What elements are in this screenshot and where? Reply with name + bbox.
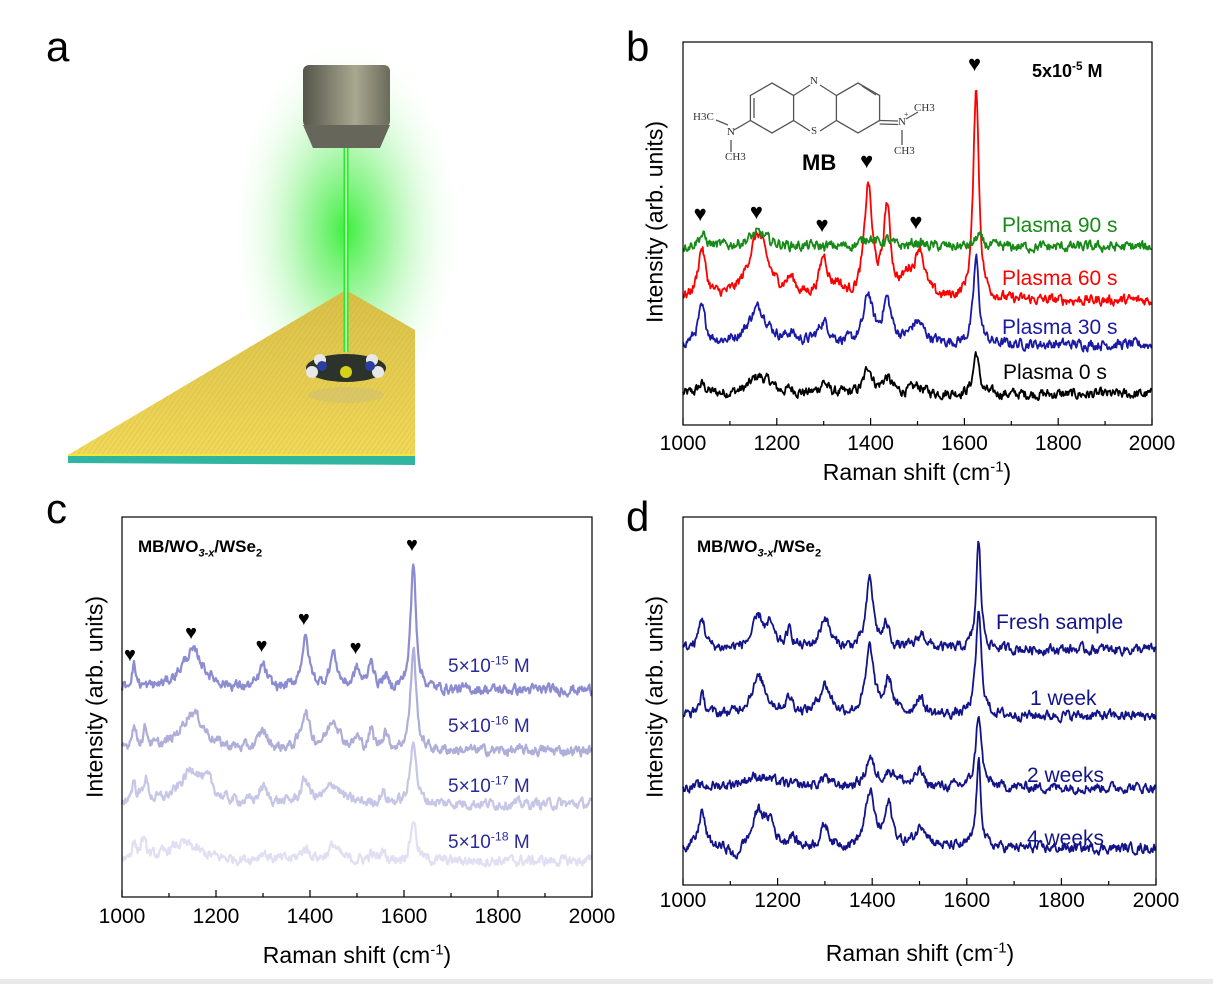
x-tick-label: 1400 <box>848 889 896 912</box>
peak-marker-heart-icon: ♥ <box>297 608 310 631</box>
x-tick-label: 1400 <box>286 905 334 928</box>
x-tick-label: 1000 <box>659 889 707 912</box>
series-label-5e-16: 5×10-16 M <box>448 713 530 737</box>
molecule-name: MB <box>802 150 837 175</box>
x-tick-label: 1000 <box>659 432 707 455</box>
panel-letter-c: c <box>46 485 67 532</box>
x-axis-label-d: Raman shift (cm-1) <box>825 939 1015 966</box>
series-label-5e-18: 5×10-18 M <box>448 829 530 853</box>
spectrum-line-d-2 <box>682 610 1157 724</box>
spectrum-line-c-3 <box>120 563 593 698</box>
peak-marker-heart-icon: ♥ <box>860 148 874 174</box>
series-label-5e-15: 5×10-15 M <box>448 653 530 677</box>
x-tick-label: 1200 <box>753 432 801 455</box>
x-tick-label: 1200 <box>754 889 801 912</box>
y-axis-label-d: Intensity (arb. units) <box>641 596 668 798</box>
series-label-plasma-30: Plasma 30 s <box>1002 316 1118 339</box>
series-label-2-weeks: 2 weeks <box>1027 764 1105 787</box>
sers-illustration <box>68 30 466 465</box>
series-label-1-week: 1 week <box>1030 687 1097 710</box>
spectrum-line-d-0 <box>682 756 1157 860</box>
substrate-base <box>68 455 415 465</box>
spectrum-line-c-1 <box>120 741 593 811</box>
spectrum-line-c-0 <box>121 821 593 868</box>
spectrum-line-b-0 <box>682 351 1153 402</box>
peak-marker-heart-icon: ♥ <box>255 634 268 657</box>
spectrum-line-c-2 <box>120 646 593 758</box>
x-axis-label-b: Raman shift (cm-1) <box>822 458 1012 485</box>
panel-letter-a: a <box>46 23 70 70</box>
mb-structure <box>715 82 919 152</box>
x-tick-label: 1400 <box>847 432 894 455</box>
spectrum-line-d-3 <box>682 540 1157 657</box>
mb-molecule-model <box>306 354 386 403</box>
atom-h3c: H3C <box>693 111 714 123</box>
spectrum-line-b-1 <box>682 253 1153 353</box>
bottom-strip <box>0 979 1213 984</box>
x-tick-label: 1000 <box>98 905 146 928</box>
plot-c <box>120 516 593 898</box>
substrate-texture <box>68 290 415 455</box>
x-axis-label-c: Raman shift (cm-1) <box>262 941 452 968</box>
objective-tip <box>303 125 390 148</box>
peak-marker-heart-icon: ♥ <box>749 199 763 225</box>
peak-marker-heart-icon: ♥ <box>185 621 197 644</box>
x-tick-label: 1800 <box>474 905 522 928</box>
x-tick-label: 1800 <box>1034 432 1082 455</box>
y-axis-label-b: Intensity (arb. units) <box>641 121 668 323</box>
plot-d <box>682 516 1157 886</box>
atom-plus: + <box>904 110 909 119</box>
concentration-annotation-b: 5x10-5 M <box>1032 60 1103 81</box>
x-tick-label: 1800 <box>1038 889 1085 912</box>
atom-left-n: N <box>727 126 735 138</box>
peak-marker-heart-icon: ♥ <box>693 200 707 226</box>
atom-ch3-b: CH3 <box>914 102 935 114</box>
x-tick-label: 1600 <box>941 432 988 455</box>
peak-marker-heart-icon: ♥ <box>967 50 982 76</box>
plot-b <box>682 41 1153 426</box>
peak-marker-heart-icon: ♥ <box>406 533 418 556</box>
sample-annotation-d: MB/WO3-x/WSe2 <box>697 537 822 560</box>
series-label-plasma-60: Plasma 60 s <box>1002 267 1118 290</box>
peak-marker-heart-icon: ♥ <box>909 208 923 234</box>
panel-letter-b: b <box>626 23 650 70</box>
peak-marker-heart-icon: ♥ <box>349 637 362 660</box>
x-tick-label: 2000 <box>1132 889 1180 912</box>
x-tick-label: 1600 <box>380 905 428 928</box>
spectrum-line-b-2 <box>682 89 1153 307</box>
spectrum-line-b-3 <box>682 227 1152 254</box>
x-tick-label: 2000 <box>1128 432 1176 455</box>
x-tick-label: 2000 <box>568 905 616 928</box>
series-label-plasma-90: Plasma 90 s <box>1002 214 1118 237</box>
y-axis-label-c: Intensity (arb. units) <box>81 596 108 798</box>
atom-right-n: N <box>898 116 906 128</box>
series-label-5e-17: 5×10-17 M <box>448 773 530 797</box>
peak-marker-heart-icon: ♥ <box>815 212 829 238</box>
objective-lens <box>303 65 390 127</box>
spectrum-line-d-1 <box>682 715 1157 796</box>
series-label-fresh: Fresh sample <box>996 611 1124 634</box>
series-label-plasma-0: Plasma 0 s <box>1003 361 1107 384</box>
atom-s-ring: S <box>811 125 818 137</box>
panel-letter-d: d <box>626 493 650 540</box>
atom-ch3-a: CH3 <box>725 151 746 163</box>
x-tick-label: 1200 <box>192 905 240 928</box>
x-tick-label: 1600 <box>943 889 991 912</box>
atom-ch3-c: CH3 <box>894 145 915 157</box>
sample-annotation-c: MB/WO3-x/WSe2 <box>138 537 263 560</box>
peak-marker-heart-icon: ♥ <box>124 644 136 667</box>
series-label-4-weeks: 4 weeks <box>1027 827 1105 850</box>
atom-n-ring: N <box>810 75 818 87</box>
